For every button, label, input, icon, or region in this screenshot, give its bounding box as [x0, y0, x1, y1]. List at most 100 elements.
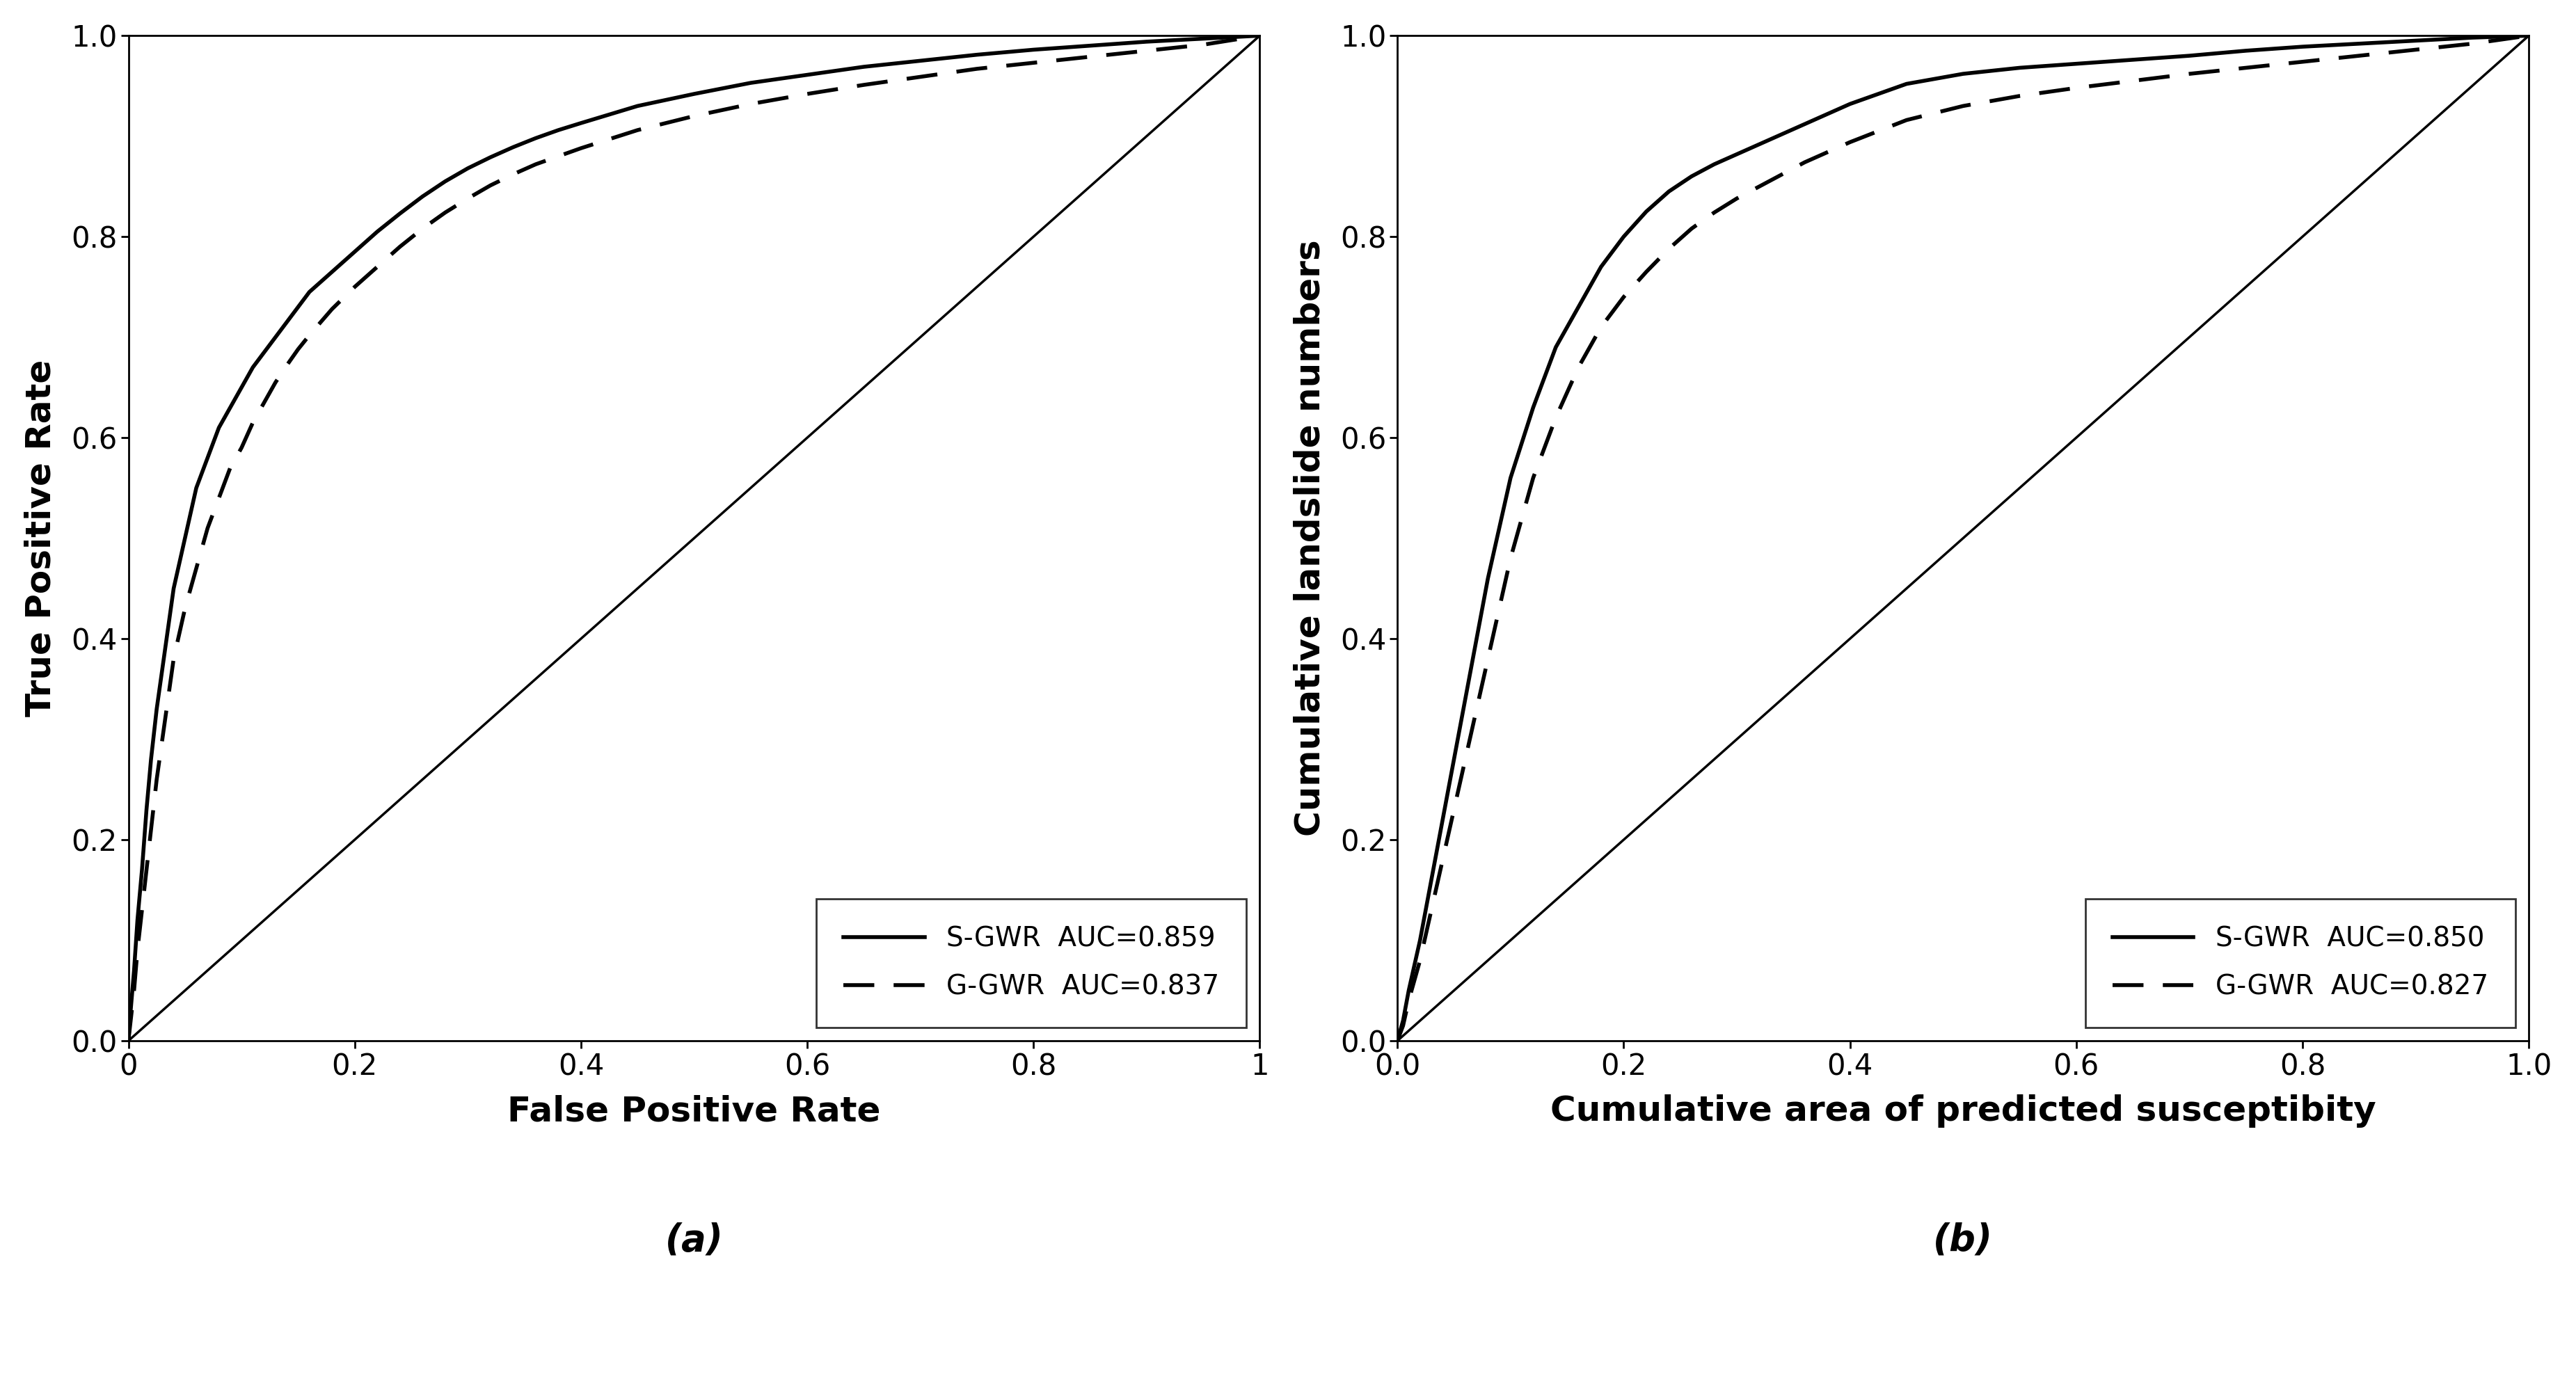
G-GWR  AUC=0.837 [1018, 55, 1048, 71]
G-GWR  AUC=0.837 [270, 357, 301, 374]
S-GWR  AUC=0.850 [1540, 339, 1571, 356]
G-GWR  AUC=0.837 [250, 394, 281, 411]
S-GWR  AUC=0.859 [961, 47, 992, 63]
G-GWR  AUC=0.827 [2061, 80, 2092, 96]
G-GWR  AUC=0.837 [340, 279, 371, 295]
S-GWR  AUC=0.859 [520, 131, 551, 147]
Y-axis label: Cumulative landslide numbers: Cumulative landslide numbers [1293, 240, 1327, 837]
G-GWR  AUC=0.827 [1677, 220, 1708, 236]
G-GWR  AUC=0.837 [283, 341, 314, 357]
G-GWR  AUC=0.837 [116, 1013, 147, 1029]
G-GWR  AUC=0.837 [180, 561, 211, 577]
S-GWR  AUC=0.859 [116, 1003, 147, 1020]
S-GWR  AUC=0.859 [307, 273, 337, 290]
G-GWR  AUC=0.837 [147, 731, 178, 747]
S-GWR  AUC=0.850 [1427, 812, 1458, 829]
G-GWR  AUC=0.837 [407, 220, 438, 236]
G-GWR  AUC=0.827 [2514, 27, 2545, 44]
S-GWR  AUC=0.859 [294, 283, 325, 300]
S-GWR  AUC=0.859 [848, 59, 878, 76]
G-GWR  AUC=0.837 [520, 157, 551, 173]
G-GWR  AUC=0.837 [121, 943, 152, 959]
S-GWR  AUC=0.859 [142, 701, 173, 717]
S-GWR  AUC=0.859 [126, 861, 157, 878]
S-GWR  AUC=0.850 [1698, 157, 1728, 173]
S-GWR  AUC=0.850 [2004, 59, 2035, 76]
S-GWR  AUC=0.859 [131, 801, 162, 818]
S-GWR  AUC=0.850 [1417, 871, 1448, 888]
S-GWR  AUC=0.850 [1484, 519, 1515, 536]
S-GWR  AUC=0.850 [1494, 470, 1525, 486]
S-GWR  AUC=0.859 [474, 148, 505, 165]
S-GWR  AUC=0.850 [1388, 1013, 1419, 1029]
G-GWR  AUC=0.837 [193, 519, 224, 536]
G-GWR  AUC=0.827 [1484, 600, 1515, 617]
G-GWR  AUC=0.837 [113, 1032, 144, 1048]
G-GWR  AUC=0.827 [2458, 36, 2488, 52]
Legend: S-GWR  AUC=0.859, G-GWR  AUC=0.837: S-GWR AUC=0.859, G-GWR AUC=0.837 [817, 899, 1247, 1028]
G-GWR  AUC=0.827 [2004, 88, 2035, 104]
G-GWR  AUC=0.837 [137, 822, 167, 838]
S-GWR  AUC=0.859 [1131, 33, 1162, 49]
S-GWR  AUC=0.850 [2174, 48, 2205, 65]
G-GWR  AUC=0.827 [1947, 98, 1978, 114]
G-GWR  AUC=0.827 [1494, 550, 1525, 566]
G-GWR  AUC=0.837 [361, 258, 392, 275]
S-GWR  AUC=0.850 [1564, 298, 1595, 315]
G-GWR  AUC=0.837 [904, 69, 935, 85]
G-GWR  AUC=0.827 [2287, 54, 2318, 70]
S-GWR  AUC=0.850 [1677, 168, 1708, 184]
S-GWR  AUC=0.850 [1811, 106, 1842, 122]
G-GWR  AUC=0.837 [1244, 27, 1275, 44]
G-GWR  AUC=0.827 [1654, 240, 1685, 257]
G-GWR  AUC=0.827 [1540, 409, 1571, 426]
G-GWR  AUC=0.837 [307, 313, 337, 330]
S-GWR  AUC=0.859 [497, 139, 528, 155]
G-GWR  AUC=0.837 [142, 771, 173, 787]
G-GWR  AUC=0.837 [1131, 43, 1162, 59]
G-GWR  AUC=0.837 [1188, 37, 1218, 54]
S-GWR  AUC=0.859 [453, 161, 484, 177]
Text: (b): (b) [1932, 1221, 1994, 1257]
S-GWR  AUC=0.859 [214, 400, 245, 416]
G-GWR  AUC=0.837 [453, 190, 484, 206]
S-GWR  AUC=0.859 [157, 580, 188, 596]
G-GWR  AUC=0.837 [474, 177, 505, 194]
S-GWR  AUC=0.850 [1450, 691, 1481, 708]
S-GWR  AUC=0.850 [1631, 203, 1662, 220]
S-GWR  AUC=0.859 [677, 85, 708, 102]
S-GWR  AUC=0.859 [544, 122, 574, 139]
Line: G-GWR  AUC=0.827: G-GWR AUC=0.827 [1396, 36, 2530, 1040]
S-GWR  AUC=0.859 [1188, 30, 1218, 47]
S-GWR  AUC=0.859 [170, 530, 201, 547]
S-GWR  AUC=0.850 [2344, 36, 2375, 52]
S-GWR  AUC=0.859 [250, 344, 281, 360]
G-GWR  AUC=0.837 [621, 122, 652, 139]
G-GWR  AUC=0.827 [1417, 901, 1448, 918]
S-GWR  AUC=0.859 [1244, 27, 1275, 44]
S-GWR  AUC=0.850 [2514, 27, 2545, 44]
S-GWR  AUC=0.859 [121, 912, 152, 929]
G-GWR  AUC=0.827 [1891, 111, 1922, 128]
S-GWR  AUC=0.850 [1404, 932, 1435, 948]
S-GWR  AUC=0.850 [1654, 183, 1685, 199]
S-GWR  AUC=0.850 [1587, 258, 1618, 275]
G-GWR  AUC=0.827 [1404, 952, 1435, 969]
S-GWR  AUC=0.850 [1381, 1032, 1412, 1048]
S-GWR  AUC=0.850 [1394, 982, 1425, 999]
Text: (a): (a) [665, 1221, 724, 1257]
S-GWR  AUC=0.859 [791, 66, 822, 82]
S-GWR  AUC=0.859 [1018, 41, 1048, 58]
S-GWR  AUC=0.859 [147, 661, 178, 677]
G-GWR  AUC=0.827 [1427, 852, 1458, 868]
S-GWR  AUC=0.850 [2117, 51, 2148, 67]
S-GWR  AUC=0.859 [193, 449, 224, 466]
G-GWR  AUC=0.837 [677, 107, 708, 124]
S-GWR  AUC=0.859 [137, 752, 167, 768]
S-GWR  AUC=0.859 [340, 243, 371, 260]
S-GWR  AUC=0.859 [113, 1032, 144, 1048]
G-GWR  AUC=0.837 [497, 166, 528, 183]
S-GWR  AUC=0.859 [152, 621, 183, 638]
G-GWR  AUC=0.827 [1744, 179, 1775, 195]
S-GWR  AUC=0.859 [118, 962, 149, 978]
